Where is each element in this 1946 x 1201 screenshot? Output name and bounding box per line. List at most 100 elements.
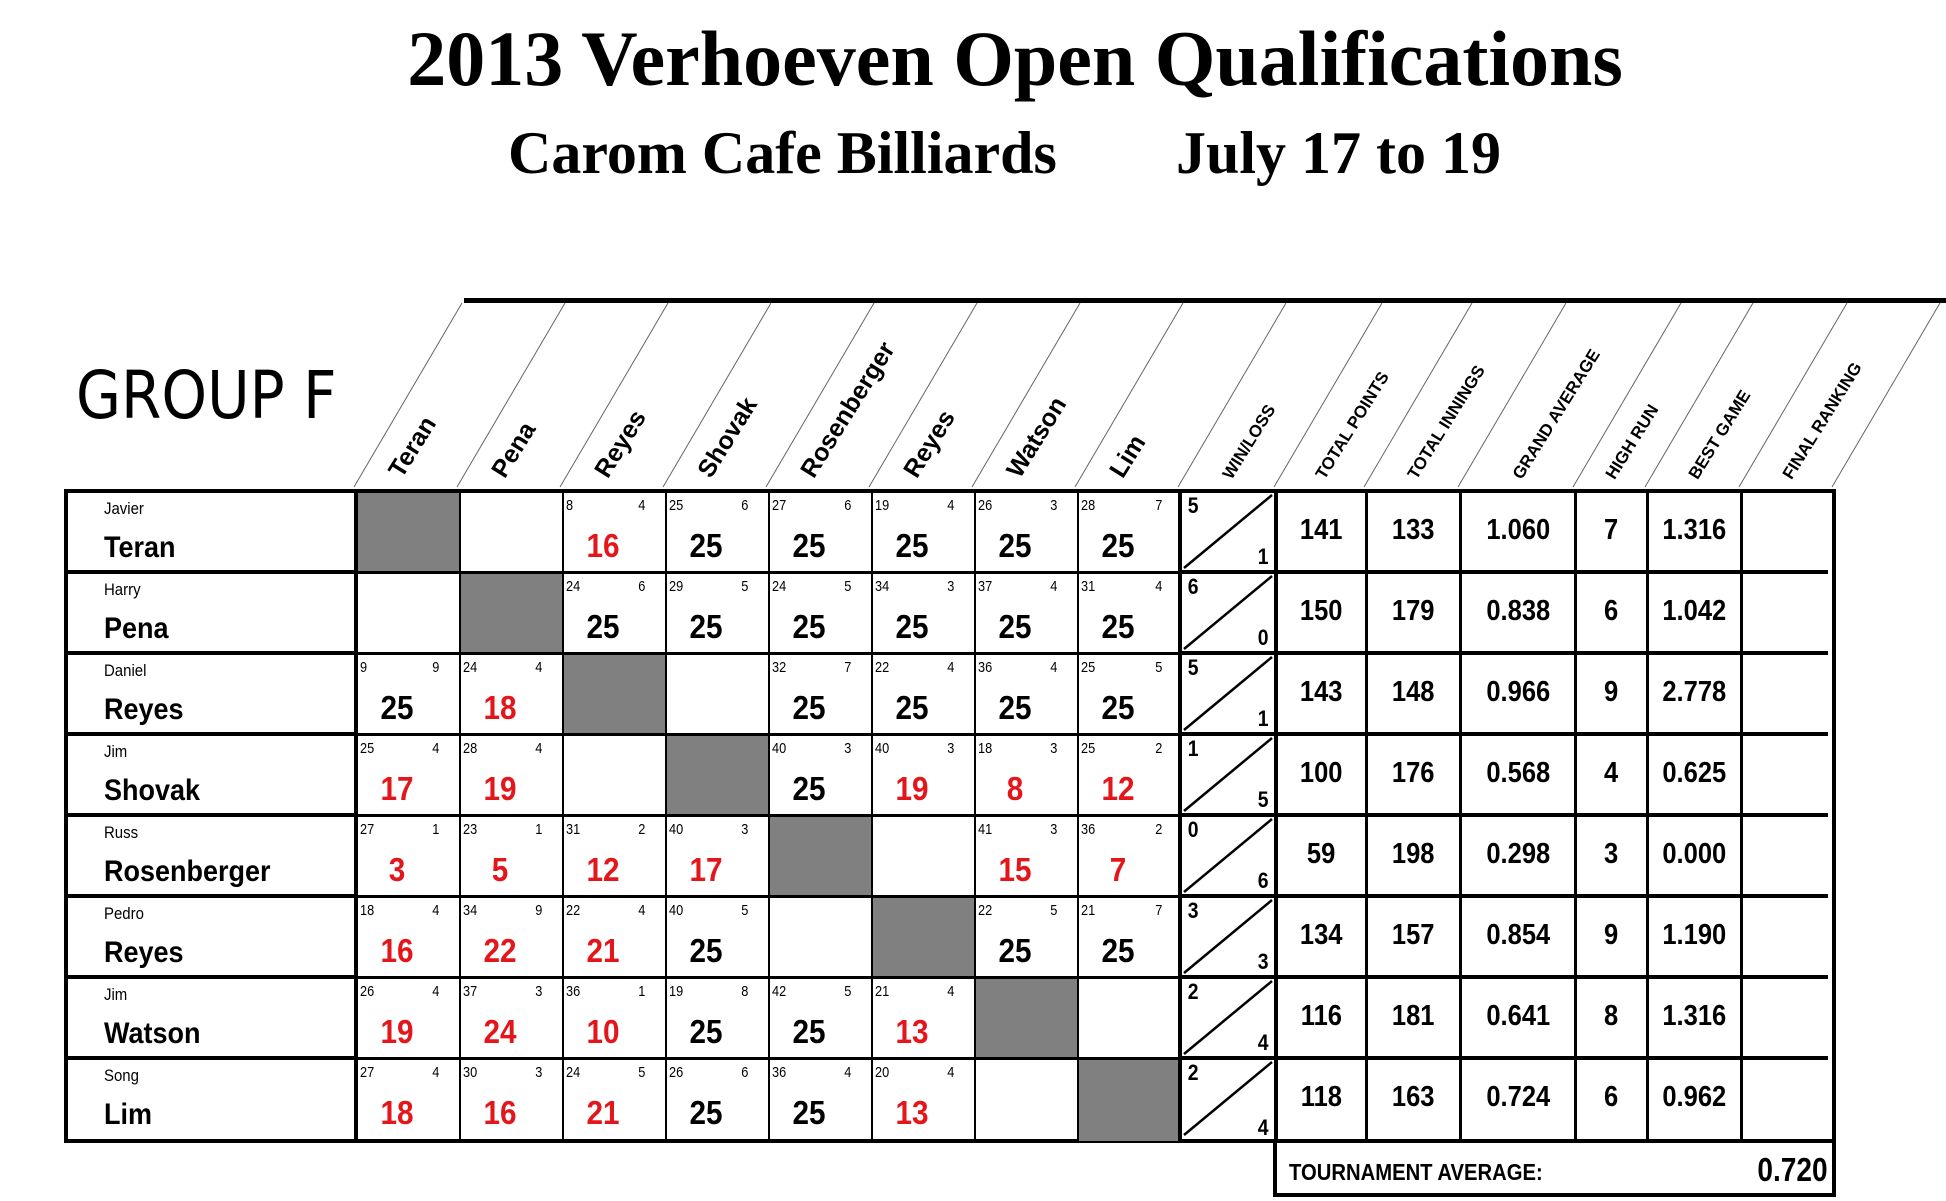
match-result-cell: 18 3 8 0.444 — [976, 736, 1079, 817]
high-run: 3 — [843, 740, 851, 757]
opponent-points: 22 — [978, 902, 993, 919]
high-run: 3 — [1049, 740, 1057, 757]
header-divider-line — [1644, 302, 1754, 488]
stat-cell-final-ranking — [1743, 655, 1828, 736]
match-score: 25 — [792, 1013, 826, 1050]
stat-value-best-game: 2.778 — [1662, 676, 1727, 708]
match-score: 25 — [792, 608, 826, 645]
high-run: 4 — [637, 497, 645, 514]
player-first-name: Song — [104, 1066, 139, 1085]
opponent-points: 9 — [360, 659, 368, 676]
stat-cell-high-run: 9 — [1577, 898, 1649, 979]
stat-value-high-run: 4 — [1604, 757, 1619, 789]
stat-cell-total-innings: 176 — [1368, 736, 1462, 817]
match-score: 25 — [792, 527, 826, 564]
self-match-cell — [461, 574, 564, 655]
match-result-cell: 27 4 18 0.667 — [358, 1060, 461, 1141]
stat-cell-total-innings: 181 — [1368, 979, 1462, 1060]
match-result-cell: 36 4 25 0.694 — [770, 1060, 873, 1141]
match-score: 19 — [483, 770, 517, 807]
wins-count: 0 — [1187, 817, 1199, 842]
stat-value-total-innings: 198 — [1392, 838, 1435, 870]
high-run: 6 — [843, 497, 851, 514]
high-run: 3 — [1049, 821, 1057, 838]
match-result-cell: 34 9 22 0.647 — [461, 898, 564, 979]
opponent-points: 19 — [669, 983, 684, 1000]
match-score: 8 — [1006, 770, 1024, 807]
match-result-cell: 40 5 25 0.625 — [667, 898, 770, 979]
empty-match-cell — [667, 655, 770, 736]
stat-value-total-innings: 148 — [1392, 676, 1435, 708]
opponent-points: 27 — [772, 497, 787, 514]
self-match-cell — [976, 979, 1079, 1060]
stat-value-total-points: 118 — [1300, 1081, 1343, 1113]
opponent-points: 20 — [875, 1064, 890, 1081]
results-grid: 8 4 16 2.000 25 6 25 1.000 27 6 25 0.926 19 4 25 1.316 2… — [354, 489, 1182, 1143]
player-first-name: Pedro — [104, 904, 144, 923]
opponent-points: 28 — [463, 740, 478, 757]
player-last-name: Lim — [104, 1098, 153, 1131]
stat-value-high-run: 6 — [1604, 1081, 1619, 1113]
opponent-points: 31 — [566, 821, 581, 838]
player-first-name: Russ — [104, 823, 139, 842]
match-result-cell: 30 3 16 0.533 — [461, 1060, 564, 1141]
match-score: 25 — [1101, 689, 1135, 726]
player-name-cell: Jim Watson — [68, 979, 354, 1060]
opponent-points: 41 — [978, 821, 993, 838]
stat-value-total-innings: 179 — [1392, 595, 1435, 627]
match-score: 25 — [586, 608, 620, 645]
match-score: 17 — [689, 851, 723, 888]
high-run: 3 — [534, 983, 542, 1000]
player-last-name: Teran — [104, 531, 176, 564]
high-run: 3 — [534, 1064, 542, 1081]
player-last-name: Shovak — [104, 774, 201, 807]
opponent-points: 26 — [360, 983, 375, 1000]
high-run: 4 — [946, 497, 954, 514]
match-result-cell: 8 4 16 2.000 — [564, 493, 667, 574]
match-result-cell: 26 4 19 0.731 — [358, 979, 461, 1060]
stat-cell-high-run: 6 — [1577, 1060, 1649, 1141]
stat-value-total-points: 143 — [1300, 676, 1343, 708]
match-result-cell: 31 4 25 0.806 — [1079, 574, 1182, 655]
match-result-cell: 23 1 5 0.217 — [461, 817, 564, 898]
opponent-points: 40 — [772, 740, 787, 757]
stat-cell-final-ranking — [1743, 493, 1828, 574]
self-match-cell — [667, 736, 770, 817]
high-run: 6 — [740, 497, 748, 514]
high-run: 3 — [740, 821, 748, 838]
player-first-name: Jim — [104, 742, 128, 761]
opponent-points: 37 — [463, 983, 478, 1000]
opponent-points: 22 — [875, 659, 890, 676]
match-result-cell: 36 2 7 0.194 — [1079, 817, 1182, 898]
match-result-cell: 40 3 19 0.475 — [873, 736, 976, 817]
losses-count: 4 — [1257, 1030, 1269, 1055]
high-run: 1 — [431, 821, 439, 838]
stat-cell-final-ranking — [1743, 1060, 1828, 1141]
high-run: 4 — [946, 1064, 954, 1081]
opponent-points: 25 — [1081, 659, 1096, 676]
stat-value-total-points: 141 — [1300, 514, 1343, 546]
match-result-cell: 41 3 15 0.366 — [976, 817, 1079, 898]
opponent-points: 42 — [772, 983, 787, 1000]
win-loss-divider — [1183, 899, 1273, 974]
match-score: 25 — [689, 1013, 723, 1050]
stat-cell-high-run: 9 — [1577, 655, 1649, 736]
opponent-points: 28 — [1081, 497, 1096, 514]
stat-cell-total-innings: 163 — [1368, 1060, 1462, 1141]
win-loss-divider — [1183, 656, 1273, 731]
win-loss-divider — [1183, 980, 1273, 1055]
match-score: 16 — [483, 1094, 517, 1131]
stat-cell-high-run: 7 — [1577, 493, 1649, 574]
high-run: 3 — [946, 740, 954, 757]
high-run: 4 — [1049, 659, 1057, 676]
stat-cell-grand-average: 0.838 — [1462, 574, 1577, 655]
opponent-points: 40 — [669, 902, 684, 919]
stats-grid: 5 1 141 133 1.060 7 1.316 6 0 150 179 0.838 6 1.042 5 1… — [1178, 489, 1836, 1143]
high-run: 5 — [843, 983, 851, 1000]
stat-cell-final-ranking — [1743, 574, 1828, 655]
match-score: 10 — [586, 1013, 620, 1050]
stat-cell-total-innings: 179 — [1368, 574, 1462, 655]
header-divider-line — [1273, 302, 1383, 488]
